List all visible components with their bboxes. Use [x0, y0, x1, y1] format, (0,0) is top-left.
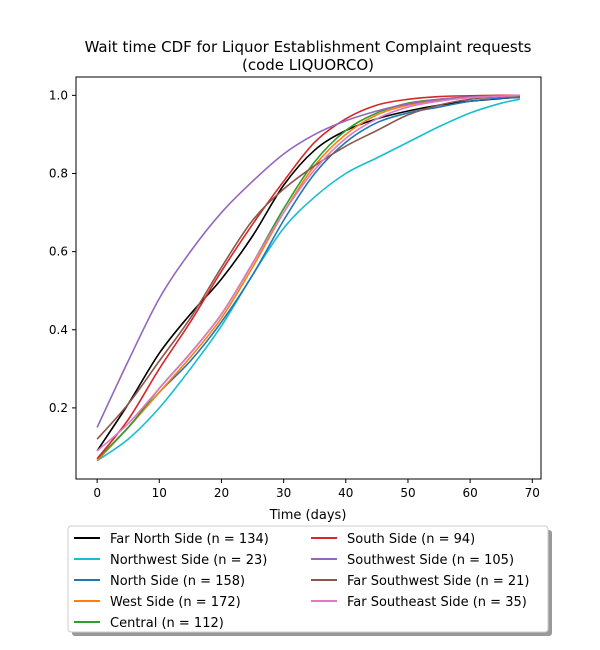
plot-frame: [75, 76, 542, 480]
x-tick-label: 50: [400, 486, 415, 500]
legend-box: [67, 525, 549, 633]
y-tick-label: 0.4: [49, 323, 68, 337]
legend-label: Northwest Side (n = 23): [110, 553, 267, 568]
legend-label: Far Southeast Side (n = 35): [347, 595, 527, 610]
x-tick-label: 0: [93, 486, 101, 500]
y-tick-label: 0.6: [49, 245, 68, 259]
x-axis: 0 10 20 30 40 50 60 70: [93, 479, 540, 500]
series-line-2: [96, 98, 521, 462]
x-tick-label: 30: [276, 486, 291, 500]
y-tick-label: 0.8: [49, 166, 68, 180]
legend-label: Southwest Side (n = 105): [347, 553, 514, 568]
x-axis-label: Time (days): [269, 508, 347, 523]
y-axis: 0.2 0.4 0.6 0.8 1.0: [49, 88, 76, 415]
x-tick-label: 10: [152, 486, 167, 500]
x-tick-label: 40: [338, 486, 353, 500]
x-tick-label: 20: [214, 486, 229, 500]
legend-label: Central (n = 112): [110, 616, 224, 631]
chart-title: Wait time CDF for Liquor Establishment C…: [85, 38, 532, 56]
x-tick-label: 70: [525, 486, 540, 500]
y-tick-label: 1.0: [49, 88, 68, 102]
series-layer: [96, 94, 521, 462]
y-tick-label: 0.2: [49, 401, 68, 415]
legend-entries: Far North Side (n = 134) Northwest Side (…: [74, 532, 529, 631]
series-line-8: [96, 94, 520, 440]
legend-label: North Side (n = 158): [110, 574, 245, 589]
series-line-7: [96, 94, 520, 428]
legend: Far North Side (n = 134) Northwest Side (…: [67, 525, 552, 636]
legend-label: Far Southwest Side (n = 21): [347, 574, 529, 589]
series-line-1: [96, 96, 520, 452]
legend-label: South Side (n = 94): [347, 532, 475, 547]
chart-subtitle: (code LIQUORCO): [242, 56, 374, 74]
series-line-6: [96, 94, 520, 460]
series-line-9: [96, 94, 520, 452]
legend-label: West Side (n = 172): [110, 595, 241, 610]
legend-label: Far North Side (n = 134): [110, 532, 269, 547]
x-tick-label: 60: [462, 486, 477, 500]
